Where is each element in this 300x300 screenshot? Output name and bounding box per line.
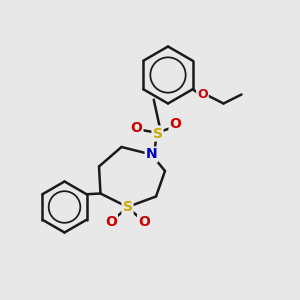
- Text: O: O: [138, 215, 150, 229]
- Text: O: O: [197, 88, 208, 101]
- Text: O: O: [105, 215, 117, 229]
- Text: O: O: [130, 121, 142, 134]
- Text: S: S: [152, 127, 163, 140]
- Text: O: O: [169, 118, 181, 131]
- Text: S: S: [122, 200, 133, 214]
- Text: N: N: [146, 148, 157, 161]
